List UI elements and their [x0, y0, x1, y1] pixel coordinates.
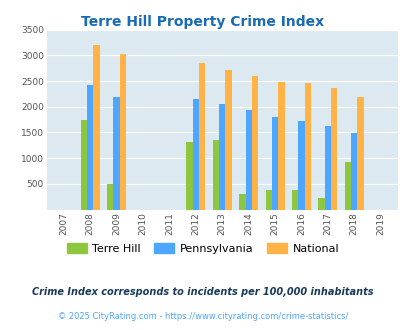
Bar — [113, 96, 119, 210]
Bar — [119, 54, 126, 210]
Bar — [350, 133, 356, 210]
Bar — [219, 104, 225, 210]
Bar — [87, 85, 93, 210]
Bar — [277, 82, 284, 210]
Bar — [212, 140, 219, 210]
Bar — [198, 63, 205, 210]
Bar — [239, 194, 245, 210]
Text: Terre Hill Property Crime Index: Terre Hill Property Crime Index — [81, 15, 324, 29]
Bar — [107, 184, 113, 210]
Bar — [298, 121, 304, 210]
Bar — [291, 190, 298, 210]
Bar — [93, 45, 100, 210]
Bar — [356, 96, 363, 210]
Bar — [330, 88, 337, 210]
Text: Crime Index corresponds to incidents per 100,000 inhabitants: Crime Index corresponds to incidents per… — [32, 287, 373, 297]
Bar — [344, 162, 350, 210]
Bar — [271, 117, 277, 210]
Bar — [81, 119, 87, 210]
Legend: Terre Hill, Pennsylvania, National: Terre Hill, Pennsylvania, National — [62, 239, 343, 258]
Bar — [192, 99, 198, 210]
Bar — [251, 77, 258, 210]
Bar — [304, 82, 310, 210]
Bar — [318, 198, 324, 210]
Text: © 2025 CityRating.com - https://www.cityrating.com/crime-statistics/: © 2025 CityRating.com - https://www.city… — [58, 312, 347, 321]
Bar — [225, 70, 231, 210]
Bar — [324, 126, 330, 210]
Bar — [265, 189, 271, 210]
Bar — [245, 110, 251, 210]
Bar — [186, 142, 192, 210]
